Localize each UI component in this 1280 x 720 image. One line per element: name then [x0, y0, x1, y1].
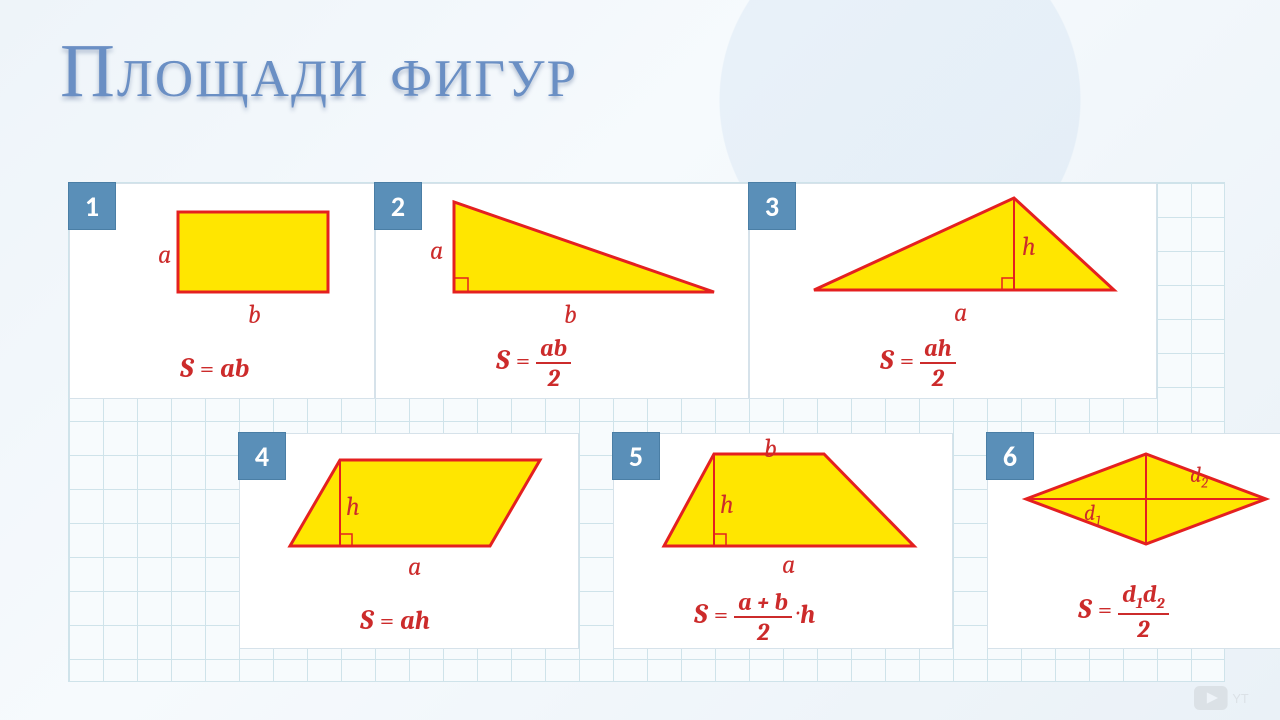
shape-label: a: [158, 242, 171, 268]
card-2: 2abS=ab2: [375, 183, 749, 399]
formula: S=ah: [360, 604, 430, 636]
svg-text:YT: YT: [1232, 691, 1249, 706]
watermark-icon: YT: [1194, 686, 1266, 710]
formula: S=a + b2·h: [694, 590, 815, 644]
card-badge: 3: [748, 182, 796, 230]
shape-label: h: [346, 494, 360, 520]
figure-trapezoid: bha: [654, 436, 934, 566]
shape-label: b: [248, 302, 261, 328]
card-badge: 5: [612, 432, 660, 480]
figure-parallelogram: ha: [280, 446, 560, 566]
shape-label: a: [782, 552, 795, 578]
formula: S=ah2: [880, 336, 956, 390]
card-3: 3haS=ah2: [749, 183, 1157, 399]
figure-triangle: ha: [794, 190, 1134, 310]
shape-label: h: [720, 492, 734, 518]
card-badge: 4: [238, 432, 286, 480]
shape-label: a: [408, 554, 421, 580]
formula: S=d1d22: [1078, 582, 1169, 641]
formula: S=ab2: [496, 336, 571, 390]
figure-rectangle: ab: [128, 202, 348, 322]
card-1: 1abS=ab: [69, 183, 375, 399]
shape-label: b: [564, 302, 577, 328]
shape-label: a: [430, 238, 443, 264]
card-badge: 1: [68, 182, 116, 230]
formula: S=ab: [180, 352, 249, 384]
shape-label: b: [764, 436, 777, 462]
card-badge: 2: [374, 182, 422, 230]
card-5: 5 b h a S=a + b2·h: [613, 433, 953, 649]
page-title: Площади фигур: [60, 28, 578, 115]
shape-label: a: [954, 300, 967, 326]
shape-label: d1: [1084, 502, 1101, 529]
shape-label: d2: [1190, 464, 1208, 491]
grid-area: 1abS=ab2abS=ab23haS=ah24haS=ah5bhaS=a + …: [68, 182, 1225, 682]
figure-rhombus: d2 d1: [1016, 444, 1276, 554]
shape-label: h: [1022, 234, 1036, 260]
card-6: 6d2d1S=d1d22: [987, 433, 1280, 649]
figure-right-triangle: ab: [424, 192, 724, 312]
card-4: 4haS=ah: [239, 433, 579, 649]
